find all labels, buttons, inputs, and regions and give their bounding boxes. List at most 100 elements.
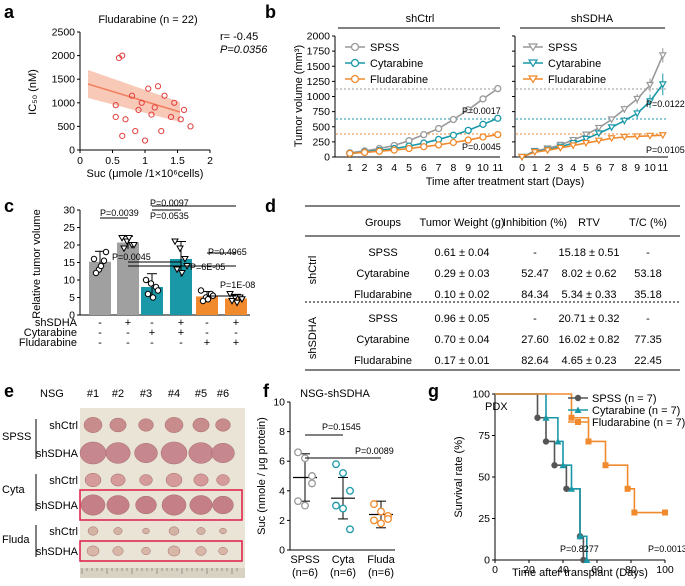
tumor (86, 545, 100, 557)
panel-g-marker (602, 462, 609, 469)
panel-b-point-right (569, 142, 578, 150)
legend-marker (575, 419, 581, 425)
group-label: Fluda (2, 534, 30, 546)
tumor (139, 474, 153, 486)
panel-g-xtick-label: 80 (625, 564, 637, 576)
panel-c-sign: - (205, 317, 209, 329)
tumor (83, 417, 103, 433)
panel-c-pvalue: P=0.4965 (208, 247, 247, 257)
panel-b-point-left (494, 130, 502, 139)
panel-b-point-right (594, 130, 603, 138)
panel-b-point-right (594, 137, 603, 145)
panel-b: b shCtrl shSDHA 025050075010001250150017… (265, 2, 685, 188)
panel-c-point (178, 270, 186, 277)
panel-b-xtick-label-right: 6 (596, 162, 602, 174)
panel-d-cell: SPSS (368, 247, 397, 259)
panel-b-point-left (420, 130, 428, 139)
panel-f-xlabel: SPSS (290, 554, 319, 566)
panel-b-point-left (375, 147, 384, 155)
panel-d-cell: 15.18 ± 0.51 (558, 247, 619, 259)
panel-d-cell: 82.64 (521, 355, 549, 367)
panel-d-section-shsdha: shSDHA (307, 316, 319, 359)
panel-b-xtick-label: 4 (391, 162, 397, 174)
panel-d-header-cell: Tumor Weight (g) (420, 217, 505, 229)
panel-c-point (118, 235, 126, 242)
ruler (80, 568, 245, 578)
panel-b-xtick-label: 10 (477, 162, 489, 174)
tumor (211, 443, 235, 463)
panel-c-sign: - (98, 327, 102, 339)
panel-g-marker (583, 556, 591, 563)
legend-marker (574, 394, 582, 402)
panel-b-xtick-label: 1 (347, 162, 353, 174)
panel-a-point (138, 99, 145, 106)
panel-b-point-left (434, 124, 443, 133)
panel-d-cell: 20.71 ± 0.32 (558, 313, 619, 325)
panel-c-row-label: shSDHA (35, 317, 78, 329)
panel-g-p2: P=0.0013 (648, 544, 685, 554)
tumor (84, 472, 102, 488)
panel-f-point (294, 448, 302, 457)
panel-g-legend: SPSS (n = 7)Cytarabine (n = 7)Fludarabin… (568, 393, 685, 429)
panel-a-ytick-label: 2000 (52, 50, 76, 62)
panel-b-group1: shCtrl (406, 13, 435, 25)
panel-d-body: SPSS 0.61 ± 0.04 - 15.18 ± 0.51 - Cytarabine 0… (354, 247, 662, 367)
legend-marker (527, 59, 539, 68)
panel-b-xtick-label: 9 (465, 162, 471, 174)
panel-d-cell: 77.35 (634, 334, 662, 346)
panel-b-xtick-label: 7 (436, 162, 442, 174)
panel-b-point-right (658, 132, 667, 140)
tumor (112, 546, 124, 556)
panel-d-header-cell: Inhibition (%) (503, 217, 567, 229)
legend-marker (350, 58, 360, 68)
panel-d-header-cell: Groups (365, 217, 402, 229)
panel-a-point (148, 111, 155, 118)
panel-b-point-right (633, 133, 642, 141)
panel-c-ytick-label: 5 (69, 292, 75, 304)
tumor (142, 527, 150, 535)
panel-f-point (332, 460, 340, 469)
panel-a-point (141, 137, 149, 144)
tumor (87, 526, 99, 536)
panel-c-point (97, 262, 105, 270)
legend-marker (350, 42, 360, 52)
panel-b-line-right-1 (521, 83, 664, 158)
panel-b-ytick-label: 250 (312, 136, 330, 148)
panel-b-point-left (434, 141, 443, 149)
panel-b-ytick-label: 1000 (307, 91, 331, 103)
panel-c-sign: - (98, 337, 102, 349)
mouse-id: #2 (112, 388, 124, 400)
panel-b-right-axes (514, 36, 668, 158)
panel-a-point (112, 102, 119, 109)
panel-f-point (370, 500, 378, 509)
panel-c-bar (225, 298, 247, 315)
panel-c-point (181, 256, 189, 263)
panel-c-pvalue: P=0.0535 (150, 211, 189, 221)
panel-g-marker (624, 485, 631, 492)
panel-b-xtick-label-right: 9 (634, 162, 640, 174)
panel-b-point-left (346, 149, 354, 158)
panel-d-cell: 4.65 ± 0.23 (562, 355, 617, 367)
panel-g-marker (563, 485, 570, 492)
panel-b-point-right (594, 124, 603, 132)
group-label: SPSS (2, 431, 31, 443)
panel-b-point-right (620, 106, 629, 114)
panel-c-ytick-label: 25 (63, 222, 75, 234)
panel-g-marker (576, 532, 584, 540)
legend-label: Fludarabine (n = 7) (592, 417, 685, 429)
panel-a-ytick-label: 2500 (52, 27, 76, 39)
panel-c-ylabel: Relative tumor volume (31, 209, 43, 318)
panel-a-point (112, 113, 119, 121)
panel-f-xlabel: Cyta (332, 554, 356, 566)
tumor (161, 494, 187, 516)
panel-d-header-cell: T/C (%) (629, 217, 667, 229)
panel-a-yticks: 0 500 1000 1500 2000 2500 (52, 27, 80, 157)
panel-c-sign: + (178, 327, 184, 339)
panel-d-cell: 5.34 ± 0.33 (562, 289, 617, 301)
legend-label: SPSS (548, 42, 577, 54)
panel-b-xtick-label-right: 5 (583, 162, 589, 174)
panel-b-xtick-label-right: 3 (557, 162, 563, 174)
highlight-box-fluda (79, 540, 243, 562)
panel-a-point (161, 92, 168, 99)
